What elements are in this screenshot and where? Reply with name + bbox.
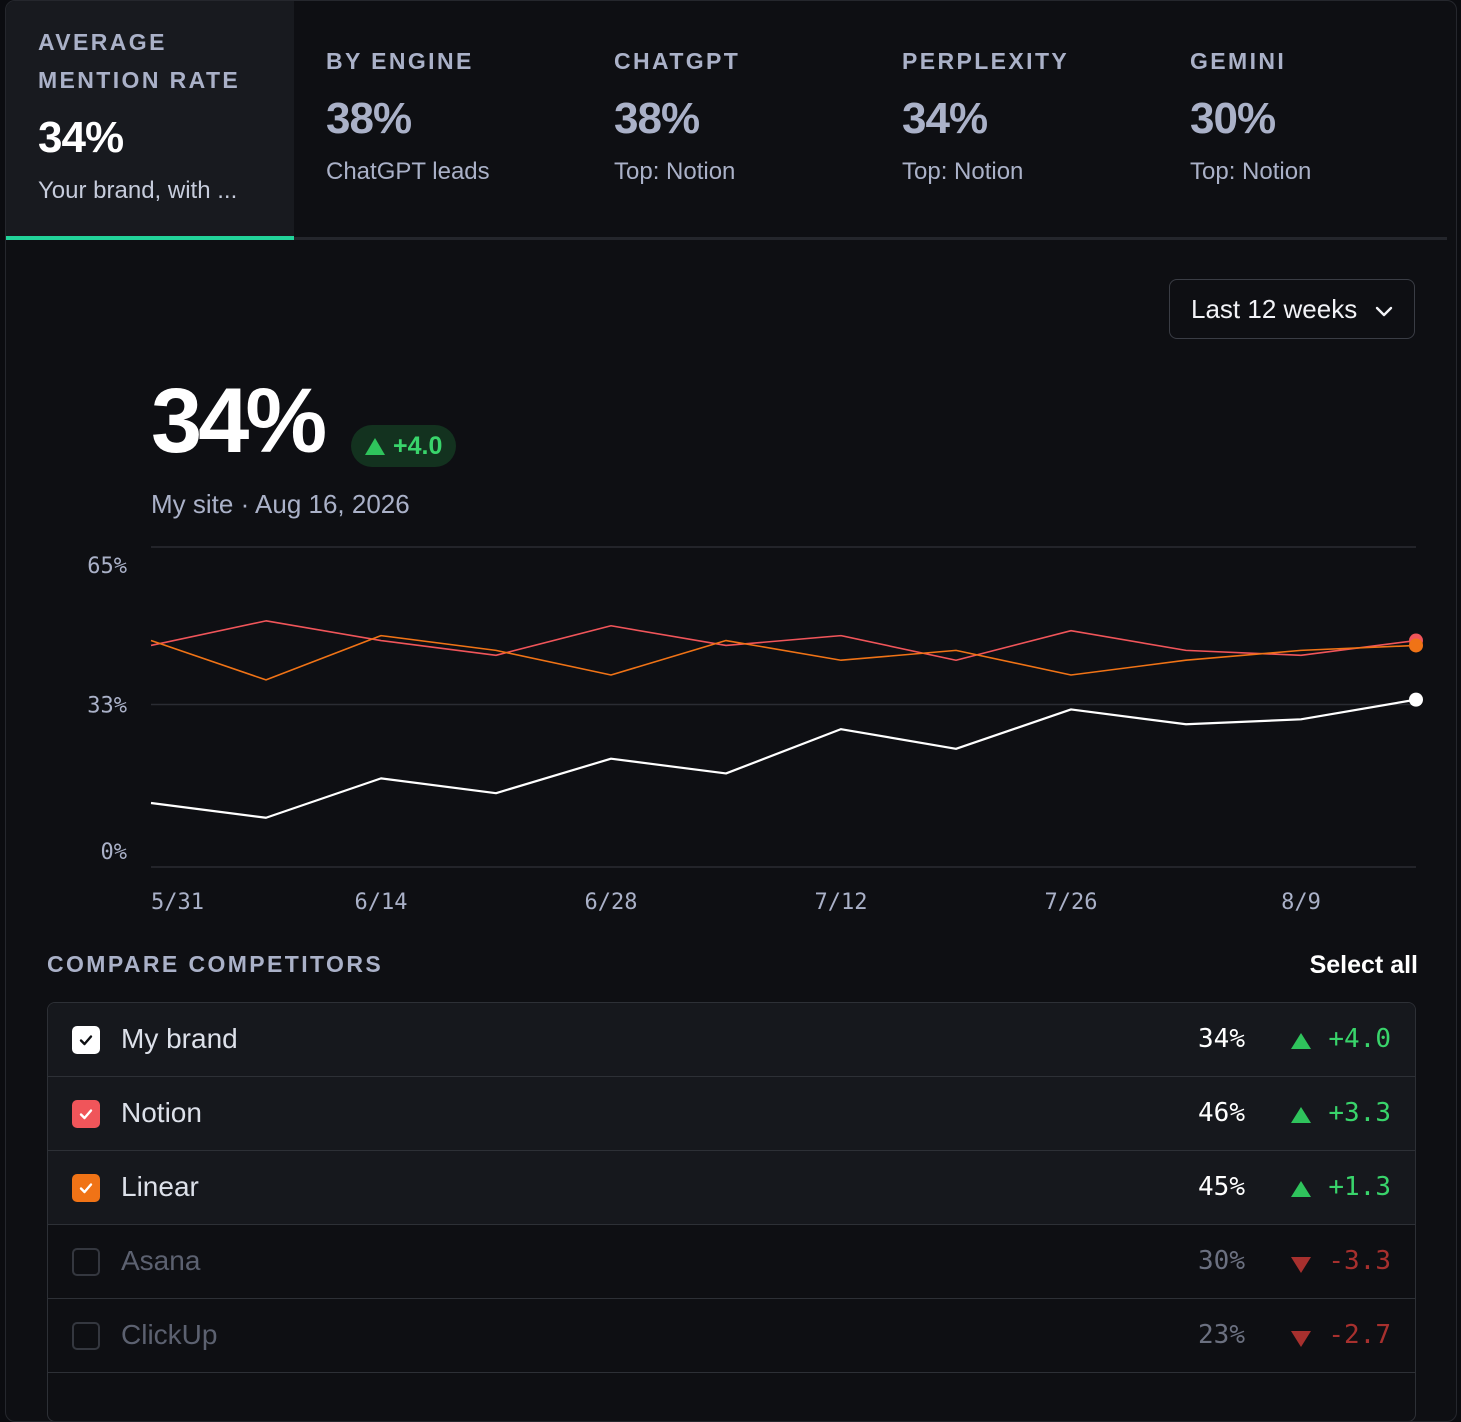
dashboard-panel: AVERAGE MENTION RATE 34% Your brand, wit…: [5, 0, 1457, 1422]
triangle-up-icon: [365, 437, 385, 455]
headline-subtitle: My site · Aug 16, 2026: [151, 489, 410, 519]
x-tick-label: 7/26: [1045, 890, 1098, 915]
competitor-checkbox[interactable]: [72, 1174, 100, 1202]
tab-label: AVERAGE MENTION RATE: [38, 29, 241, 93]
tab-sub: Your brand, with ...: [38, 177, 238, 204]
tab-sub: Top: Notion: [614, 158, 736, 185]
checkmark-icon: [79, 1035, 93, 1046]
competitor-name: Asana: [121, 1245, 201, 1276]
competitor-row-my brand[interactable]: My brand 34% +4.0: [48, 1003, 1415, 1077]
competitor-delta: +1.3: [1328, 1172, 1391, 1202]
competitor-rate: 34%: [1198, 1024, 1245, 1054]
triangle-up-icon: [1291, 1181, 1311, 1197]
tab-value: 38%: [326, 94, 412, 143]
competitor-name: ClickUp: [121, 1319, 218, 1350]
competitor-list: My brand 34% +4.0 Notion 46% +3.3 Linear 45% +1.…: [47, 1002, 1416, 1421]
competitor-row-linear[interactable]: Linear 45% +1.3: [48, 1151, 1415, 1225]
competitor-delta: -3.3: [1328, 1246, 1391, 1276]
competitor-rate: 30%: [1198, 1246, 1245, 1276]
triangle-up-icon: [1291, 1033, 1311, 1049]
headline-delta-badge: +4.0: [351, 425, 457, 467]
competitor-rate: 45%: [1198, 1172, 1245, 1202]
mention-rate-line-chart: 65% 33% 0% 5/31 6/14 6/28 7/12 7/26 8/9: [87, 546, 1423, 915]
competitor-row-asana[interactable]: Asana 30% -3.3: [48, 1225, 1415, 1299]
checkmark-icon: [79, 1109, 93, 1120]
tab-perplexity[interactable]: PERPLEXITY 34% Top: Notion: [870, 1, 1158, 237]
tab-label: BY ENGINE: [326, 48, 474, 74]
metric-tabs: AVERAGE MENTION RATE 34% Your brand, wit…: [6, 1, 1447, 240]
series-line-linear: [150, 634, 1417, 681]
headline-delta: +4.0: [393, 431, 443, 460]
competitor-row-clickup[interactable]: ClickUp 23% -2.7: [48, 1299, 1415, 1373]
triangle-up-icon: [1291, 1107, 1311, 1123]
competitor-name: Linear: [121, 1171, 199, 1202]
series-line-my-brand: [150, 698, 1417, 819]
date-range-label: Last 12 weeks: [1191, 293, 1358, 324]
tab-value: 34%: [38, 113, 124, 162]
series-end-point-linear: [1409, 638, 1423, 653]
tab-label: GEMINI: [1190, 48, 1287, 74]
headline-value: 34%: [151, 370, 327, 472]
competitor-rate: 46%: [1198, 1098, 1245, 1128]
x-tick-label: 5/31: [151, 890, 204, 915]
tab-value: 30%: [1190, 94, 1276, 143]
competitor-name: Notion: [121, 1097, 202, 1128]
tab-sub: Top: Notion: [902, 158, 1024, 185]
y-tick-label: 65%: [87, 554, 127, 579]
x-tick-label: 7/12: [815, 890, 868, 915]
y-tick-label: 0%: [101, 840, 128, 865]
competitor-delta: +3.3: [1328, 1098, 1391, 1128]
series-end-point-my-brand: [1409, 692, 1423, 707]
tab-value: 38%: [614, 94, 700, 143]
competitor-checkbox[interactable]: [72, 1248, 100, 1276]
y-tick-label: 33%: [87, 694, 127, 719]
competitor-delta: -2.7: [1328, 1320, 1391, 1350]
tab-value: 34%: [902, 94, 988, 143]
competitor-row-notion[interactable]: Notion 46% +3.3: [48, 1077, 1415, 1151]
x-tick-label: 6/14: [355, 890, 408, 915]
x-tick-label: 6/28: [585, 890, 638, 915]
x-tick-label: 8/9: [1281, 890, 1321, 915]
tab-sub: Top: Notion: [1190, 158, 1312, 185]
competitor-checkbox[interactable]: [72, 1100, 100, 1128]
triangle-down-icon: [1291, 1257, 1311, 1273]
chevron-down-icon: [1375, 306, 1393, 317]
tab-average-mention-rate[interactable]: AVERAGE MENTION RATE 34% Your brand, wit…: [6, 1, 294, 240]
date-range-dropdown[interactable]: Last 12 weeks: [1169, 279, 1415, 339]
triangle-down-icon: [1291, 1331, 1311, 1347]
tab-label: PERPLEXITY: [902, 48, 1070, 74]
competitor-name: My brand: [121, 1023, 238, 1054]
tab-label: CHATGPT: [614, 48, 741, 74]
tab-by-engine[interactable]: BY ENGINE 38% ChatGPT leads: [294, 1, 582, 237]
tab-chatgpt[interactable]: CHATGPT 38% Top: Notion: [582, 1, 870, 237]
checkmark-icon: [79, 1183, 93, 1194]
competitor-checkbox[interactable]: [72, 1322, 100, 1350]
series-line-notion: [150, 620, 1417, 662]
competitor-checkbox[interactable]: [72, 1026, 100, 1054]
competitor-delta: +4.0: [1328, 1024, 1391, 1054]
compare-competitors-title: COMPARE COMPETITORS: [47, 951, 384, 977]
competitor-rate: 23%: [1198, 1320, 1245, 1350]
tab-gemini[interactable]: GEMINI 30% Top: Notion: [1158, 1, 1446, 237]
select-all-button[interactable]: Select all: [1309, 951, 1418, 979]
tab-sub: ChatGPT leads: [326, 158, 490, 185]
